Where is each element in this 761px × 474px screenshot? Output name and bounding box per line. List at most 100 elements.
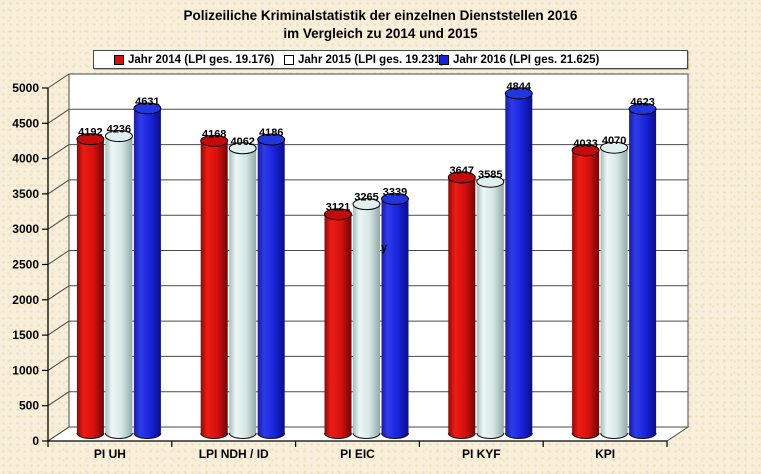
legend-label: Jahr 2015 (LPI ges. 19.231) — [298, 53, 445, 66]
grid-diagonal — [47, 73, 70, 89]
bar-cylinder — [200, 140, 228, 439]
bar-cylinder — [381, 198, 409, 439]
chart-title-line2: im Vergleich zu 2014 und 2015 — [283, 26, 478, 41]
bar-value-label: 3585 — [478, 169, 502, 181]
bar-value-label: 3121 — [326, 202, 350, 214]
bar-bottom-edge — [571, 432, 600, 439]
bar-value-label: 4844 — [507, 81, 532, 93]
legend-label: Jahr 2014 (LPI ges. 19.176) — [128, 53, 275, 66]
bar-cylinder — [105, 136, 133, 439]
grid-diagonal — [47, 320, 70, 336]
bar-top-cap — [257, 133, 286, 146]
bar-top-cap — [200, 134, 229, 147]
y-tick-label: 5000 — [12, 81, 39, 95]
bar-cylinder — [353, 204, 380, 439]
category-label: PI KYF — [462, 447, 501, 461]
grid-diagonal — [47, 108, 70, 124]
bar-value-label: 4192 — [78, 127, 102, 139]
bar-cylinder — [76, 139, 104, 439]
bar-cylinder — [133, 108, 161, 439]
bar-bottom-edge — [628, 432, 657, 439]
legend-item: Jahr 2015 (LPI ges. 19.231) — [284, 53, 444, 66]
grid-diagonal — [47, 179, 70, 195]
bar-bottom-edge — [228, 432, 257, 439]
legend-label: Jahr 2016 (LPI ges. 21.625) — [453, 53, 600, 66]
bar-value-label: 3647 — [450, 165, 474, 177]
bar-bottom-edge — [381, 432, 409, 439]
bar-top-cap — [476, 175, 505, 188]
bar-top-cap — [571, 144, 600, 157]
y-tick-label: 1000 — [12, 363, 39, 377]
bar-bottom-edge — [476, 432, 505, 439]
bar-value-label: 4070 — [602, 135, 626, 147]
bar-cylinder — [324, 214, 352, 439]
y-tick-label: 1500 — [12, 328, 39, 342]
bar-top-cap — [504, 87, 533, 100]
bar-bottom-edge — [133, 432, 162, 439]
bar-bottom-edge — [504, 432, 533, 439]
grid-diagonal — [47, 285, 70, 301]
legend-item: Jahr 2016 (LPI ges. 21.625) — [439, 53, 599, 66]
chart-title: Polizeiliche Kriminalstatistik der einze… — [0, 7, 761, 43]
grid-diagonal — [47, 391, 70, 407]
bar-bottom-edge — [600, 432, 629, 439]
bar-cylinder — [505, 93, 533, 439]
bar-bottom-edge — [257, 432, 286, 439]
bar-bottom-edge — [76, 432, 105, 439]
grid-diagonal — [47, 144, 70, 160]
category-label: PI EIC — [340, 447, 375, 461]
y-tick-label: 4500 — [12, 116, 39, 130]
category-label: LPI NDH / ID — [199, 447, 269, 461]
grid-diagonal — [47, 214, 70, 230]
bar-top-cap — [352, 198, 381, 211]
bar-top-cap — [324, 208, 352, 221]
bar-bottom-edge — [200, 432, 229, 439]
category-label: KPI — [595, 447, 615, 461]
bar-value-label: 4168 — [202, 128, 226, 140]
legend-swatch-icon — [284, 54, 294, 65]
y-tick-label: 0 — [32, 434, 39, 448]
y-tick-label: 3500 — [12, 187, 39, 201]
y-tick-label: 2000 — [12, 293, 39, 307]
y-tick-label: 500 — [19, 399, 39, 413]
category-label: PI UH — [94, 447, 126, 461]
y-tick-label: 4000 — [12, 152, 39, 166]
grid-diagonal — [47, 355, 70, 371]
bar-cylinder — [572, 150, 600, 439]
bar-bottom-edge — [352, 432, 381, 439]
bar-top-cap — [228, 142, 257, 155]
bar-value-label: 4236 — [107, 124, 131, 136]
y-tick-label: 3000 — [12, 222, 39, 236]
bar-top-cap — [104, 130, 133, 143]
bar-cylinder — [448, 177, 476, 439]
bar-bottom-edge — [324, 432, 352, 439]
bar-value-label: 3265 — [354, 192, 378, 204]
bar-top-cap — [133, 102, 162, 115]
bar-cylinder — [476, 181, 504, 439]
bar-top-cap — [76, 133, 105, 146]
grid-diagonal — [47, 426, 70, 442]
chart-legend: Jahr 2014 (LPI ges. 19.176) Jahr 2015 (LP… — [93, 50, 688, 69]
legend-swatch-icon — [439, 54, 449, 65]
bar-value-label: 4631 — [135, 96, 159, 108]
bar-cylinder — [257, 139, 285, 439]
bar-cylinder — [629, 108, 657, 439]
stray-annotation: y — [381, 242, 388, 254]
bar-value-label: 4033 — [573, 138, 597, 150]
grid-diagonal — [47, 250, 70, 265]
bar-top-cap — [381, 192, 409, 205]
legend-item: Jahr 2014 (LPI ges. 19.176) — [114, 53, 274, 66]
bar-value-label: 3339 — [383, 186, 407, 198]
y-tick-label: 2500 — [12, 258, 39, 272]
bar-cylinder — [600, 147, 628, 439]
bar-top-cap — [447, 171, 476, 184]
bar-bottom-edge — [447, 432, 476, 439]
bar-top-cap — [600, 141, 629, 154]
bar-top-cap — [628, 102, 657, 115]
chart-title-line1: Polizeiliche Kriminalstatistik der einze… — [183, 8, 578, 23]
bar-value-label: 4623 — [630, 96, 654, 108]
legend-swatch-icon — [114, 54, 124, 65]
bar-cylinder — [229, 148, 257, 439]
